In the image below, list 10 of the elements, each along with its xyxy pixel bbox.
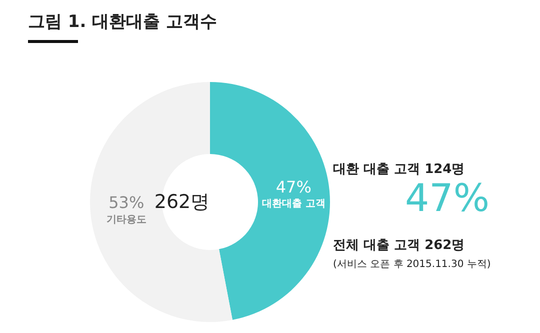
data-label: 47% xyxy=(276,177,312,196)
text: 262명 xyxy=(154,190,210,215)
text: 47% xyxy=(405,176,490,220)
slice-label: 대환대출 고객 xyxy=(262,198,326,210)
slice-label: 기타용도 xyxy=(106,214,146,226)
chart-title: 그림 1. 대환대출 고객수 xyxy=(28,11,218,33)
text: 대환 대출 고객 124명 xyxy=(333,161,465,178)
data-label: 53% xyxy=(108,193,144,212)
text: (서비스 오픈 후 2015.11.30 누적) xyxy=(333,258,491,271)
text: 전체 대출 고객 262명 xyxy=(333,237,465,254)
